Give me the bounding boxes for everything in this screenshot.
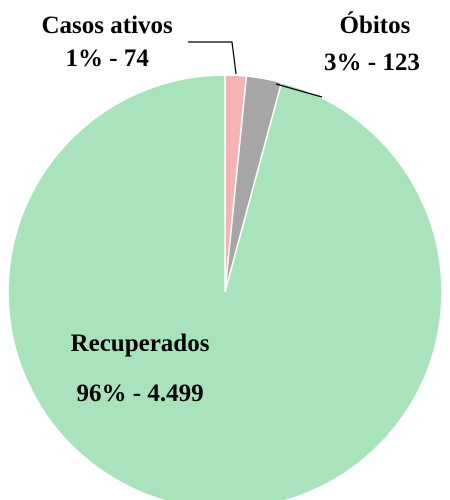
category-label: Óbitos <box>339 11 411 39</box>
value-label: 3% - 123 <box>324 48 420 76</box>
leader-line <box>275 83 323 98</box>
value-label: 96% - 4.499 <box>76 379 204 407</box>
category-label: Casos ativos <box>41 11 173 39</box>
pie-slice <box>7 74 443 500</box>
leader-line <box>188 41 237 75</box>
value-label: 1% - 74 <box>65 44 149 72</box>
category-label: Recuperados <box>70 329 210 357</box>
